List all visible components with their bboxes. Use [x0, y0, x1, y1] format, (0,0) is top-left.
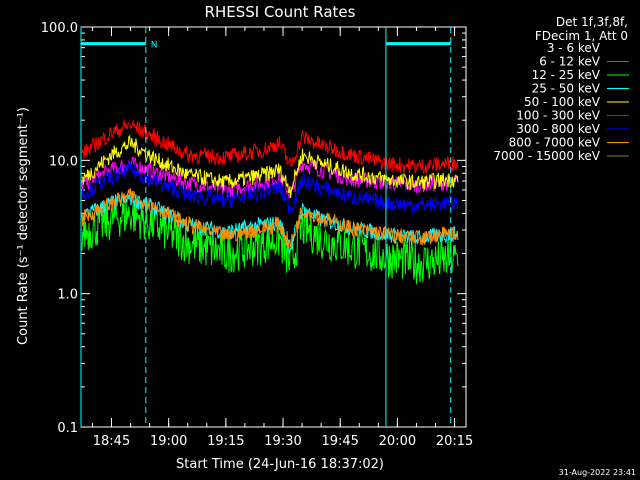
y-axis-label: Count Rate (s⁻¹ detector segment⁻¹)	[16, 107, 31, 345]
attenuator-label: N	[151, 41, 158, 51]
series-line	[81, 191, 459, 255]
x-tick-label: 20:00	[379, 434, 416, 449]
series-line	[81, 156, 459, 199]
x-tick-label: 18:45	[93, 434, 130, 449]
legend-entry: 3 - 6 keV	[547, 41, 601, 55]
x-tick-label: 19:00	[150, 434, 187, 449]
legend-entry: 100 - 300 keV	[516, 109, 600, 123]
series-line	[81, 120, 459, 174]
legend-entry: 7000 - 15000 keV	[493, 149, 600, 163]
series-line	[81, 161, 459, 215]
y-tick-label: 1.0	[57, 288, 78, 303]
legend-entry: 800 - 7000 keV	[509, 136, 601, 150]
legend-entry: 25 - 50 keV	[532, 82, 601, 96]
legend-entry: 6 - 12 keV	[539, 55, 601, 69]
y-tick-label: 100.0	[41, 21, 78, 36]
legend-header-1: Det 1f,3f,8f,	[556, 15, 628, 29]
x-axis-label: Start Time (24-Jun-16 18:37:02)	[176, 457, 384, 472]
x-tick-label: 19:45	[321, 434, 358, 449]
chart-title: RHESSI Count Rates	[205, 3, 356, 21]
legend-entry: 12 - 25 keV	[532, 68, 601, 82]
series-line	[81, 197, 459, 285]
series-line	[81, 188, 459, 249]
legend-entry: 300 - 800 keV	[516, 122, 600, 136]
legend-header-2: FDecim 1, Att 0	[535, 29, 628, 43]
plot-area: 18:45 19:00 19:15 19:30 19:45 20:00 20:15 0.1 1.…	[41, 21, 474, 449]
x-tick-label: 20:15	[436, 434, 473, 449]
x-tick-label: 19:30	[264, 434, 301, 449]
y-tick-label: 10.0	[49, 154, 78, 169]
y-tick-label: 0.1	[57, 421, 78, 436]
x-tick-label: 19:15	[207, 434, 244, 449]
timestamp: 31-Aug-2022 23:41	[559, 468, 636, 477]
legend-entry: 50 - 100 keV	[524, 95, 601, 109]
series-line	[81, 134, 459, 198]
